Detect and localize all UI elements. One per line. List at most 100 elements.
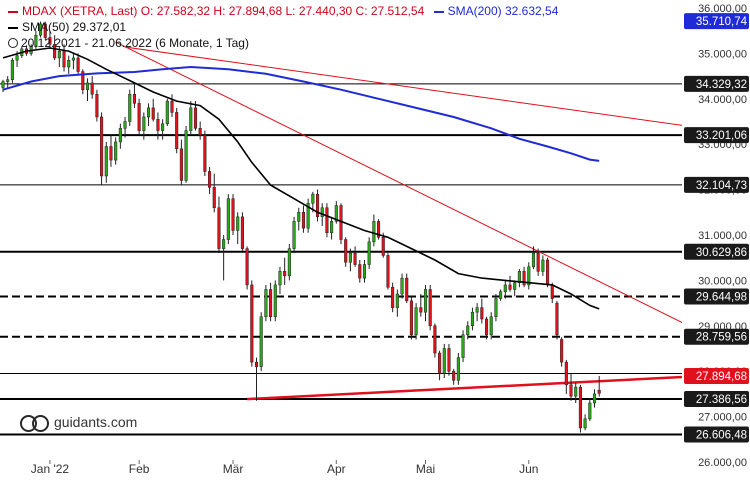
candle-body xyxy=(297,212,301,222)
candle-body xyxy=(386,255,390,288)
candle-body xyxy=(165,100,169,125)
candle-body xyxy=(292,221,296,249)
candle-body xyxy=(306,202,310,229)
candle-body xyxy=(179,148,183,181)
level-price-box xyxy=(684,13,749,30)
level-price-label: 26.606,48 xyxy=(696,429,747,441)
candle-body xyxy=(588,402,592,420)
candle-body xyxy=(508,284,512,290)
candle-body xyxy=(128,94,132,122)
candle-body xyxy=(203,134,207,172)
candle-body xyxy=(95,94,99,118)
candle-body xyxy=(259,316,263,367)
candle-body xyxy=(330,221,334,233)
trendline xyxy=(115,41,750,357)
candle-body xyxy=(236,216,240,231)
candle-body xyxy=(400,277,404,295)
candle-body xyxy=(344,239,348,263)
x-tick-label: Jun xyxy=(519,462,538,476)
candle-body xyxy=(409,300,413,336)
x-tick-label: Mai xyxy=(416,462,435,476)
candle-body xyxy=(278,271,282,286)
guidants-logo: guidants.com xyxy=(20,414,137,433)
candle-body xyxy=(442,348,446,374)
candle-body xyxy=(372,221,376,243)
y-tick-label: 30.000,00 xyxy=(698,275,747,287)
candle-body xyxy=(57,50,61,59)
chart-header-line3: 20.12.2021 - 21.06.2022 (6 Monate, 1 Tag… xyxy=(8,36,249,51)
candle-body xyxy=(569,384,573,397)
sma50-value: 29.372,01 xyxy=(72,20,127,34)
period-range: 20.12.2021 - 21.06.2022 xyxy=(21,36,152,50)
sma200-line xyxy=(2,65,600,162)
candle-body xyxy=(123,121,127,129)
candle-body xyxy=(578,386,582,429)
candle-body xyxy=(104,146,108,177)
candle-body xyxy=(574,386,578,397)
chart-header-line2: SMA(50) 29.372,01 xyxy=(8,20,126,35)
level-price-label: 29.644,98 xyxy=(696,292,747,304)
candle-body xyxy=(231,198,235,231)
level-price-label: 28.759,56 xyxy=(696,332,747,344)
candle-body xyxy=(419,307,423,313)
candle-body xyxy=(494,298,498,317)
level-price-label: 27.894,68 xyxy=(696,371,747,383)
x-tick-label: Mär xyxy=(223,462,244,476)
y-tick-label: 36.000,00 xyxy=(698,3,747,15)
candle-body xyxy=(90,82,94,95)
candle-body xyxy=(325,207,329,233)
instrument-name: MDAX (XETRA, Last) xyxy=(22,4,138,18)
candle-body xyxy=(461,334,465,358)
y-tick-label: 34.000,00 xyxy=(698,94,747,106)
candle-body xyxy=(208,171,212,188)
candle-body xyxy=(53,44,57,59)
candle-body xyxy=(315,193,320,218)
candle-body xyxy=(273,284,277,317)
candle-body xyxy=(531,252,536,268)
candle-body xyxy=(283,271,287,277)
candle-body xyxy=(311,193,315,204)
sma50-legend-icon xyxy=(8,26,18,29)
candle-body xyxy=(118,128,122,143)
level-price-box xyxy=(684,243,749,260)
level-price-box xyxy=(684,127,749,144)
candle-body xyxy=(245,248,249,286)
y-tick-label: 26.000,00 xyxy=(698,457,747,469)
candle-body xyxy=(156,118,160,131)
candle-body xyxy=(334,205,338,222)
candle-body xyxy=(100,116,104,177)
candle-body xyxy=(226,198,230,240)
candle-body xyxy=(301,212,305,229)
sma200-value: 32.632,54 xyxy=(504,4,559,18)
level-lines xyxy=(0,83,682,436)
candle-body xyxy=(517,271,521,283)
candle-body xyxy=(592,393,597,404)
price-axis: 26.000,0027.000,0028.000,0029.000,0030.0… xyxy=(682,0,750,480)
level-price-box xyxy=(684,176,749,193)
candle-body xyxy=(62,50,66,68)
candle-body xyxy=(161,123,165,131)
level-price-box xyxy=(684,288,749,305)
chart-header-line1: MDAX (XETRA, Last) O: 27.582,32 H: 27.89… xyxy=(8,4,558,19)
candle-body xyxy=(362,264,367,279)
level-price-box xyxy=(684,75,749,92)
candle-body xyxy=(414,307,418,336)
candle-body xyxy=(428,289,432,327)
candle-body xyxy=(583,418,587,429)
candle-body xyxy=(137,103,141,131)
sma200-legend-icon xyxy=(433,10,444,13)
y-tick-label: 31.000,00 xyxy=(698,230,747,242)
candle-body xyxy=(193,107,198,129)
candle-body xyxy=(423,289,428,313)
candle-body xyxy=(405,277,409,302)
candle-body xyxy=(43,23,47,38)
level-price-box xyxy=(684,391,749,408)
candle-body xyxy=(81,71,85,90)
trendline xyxy=(124,46,750,136)
candle-body xyxy=(452,370,456,381)
candle-body xyxy=(1,81,5,88)
candle-body xyxy=(560,339,564,363)
level-price-label: 32.104,73 xyxy=(696,180,747,192)
candle-body xyxy=(475,307,479,313)
